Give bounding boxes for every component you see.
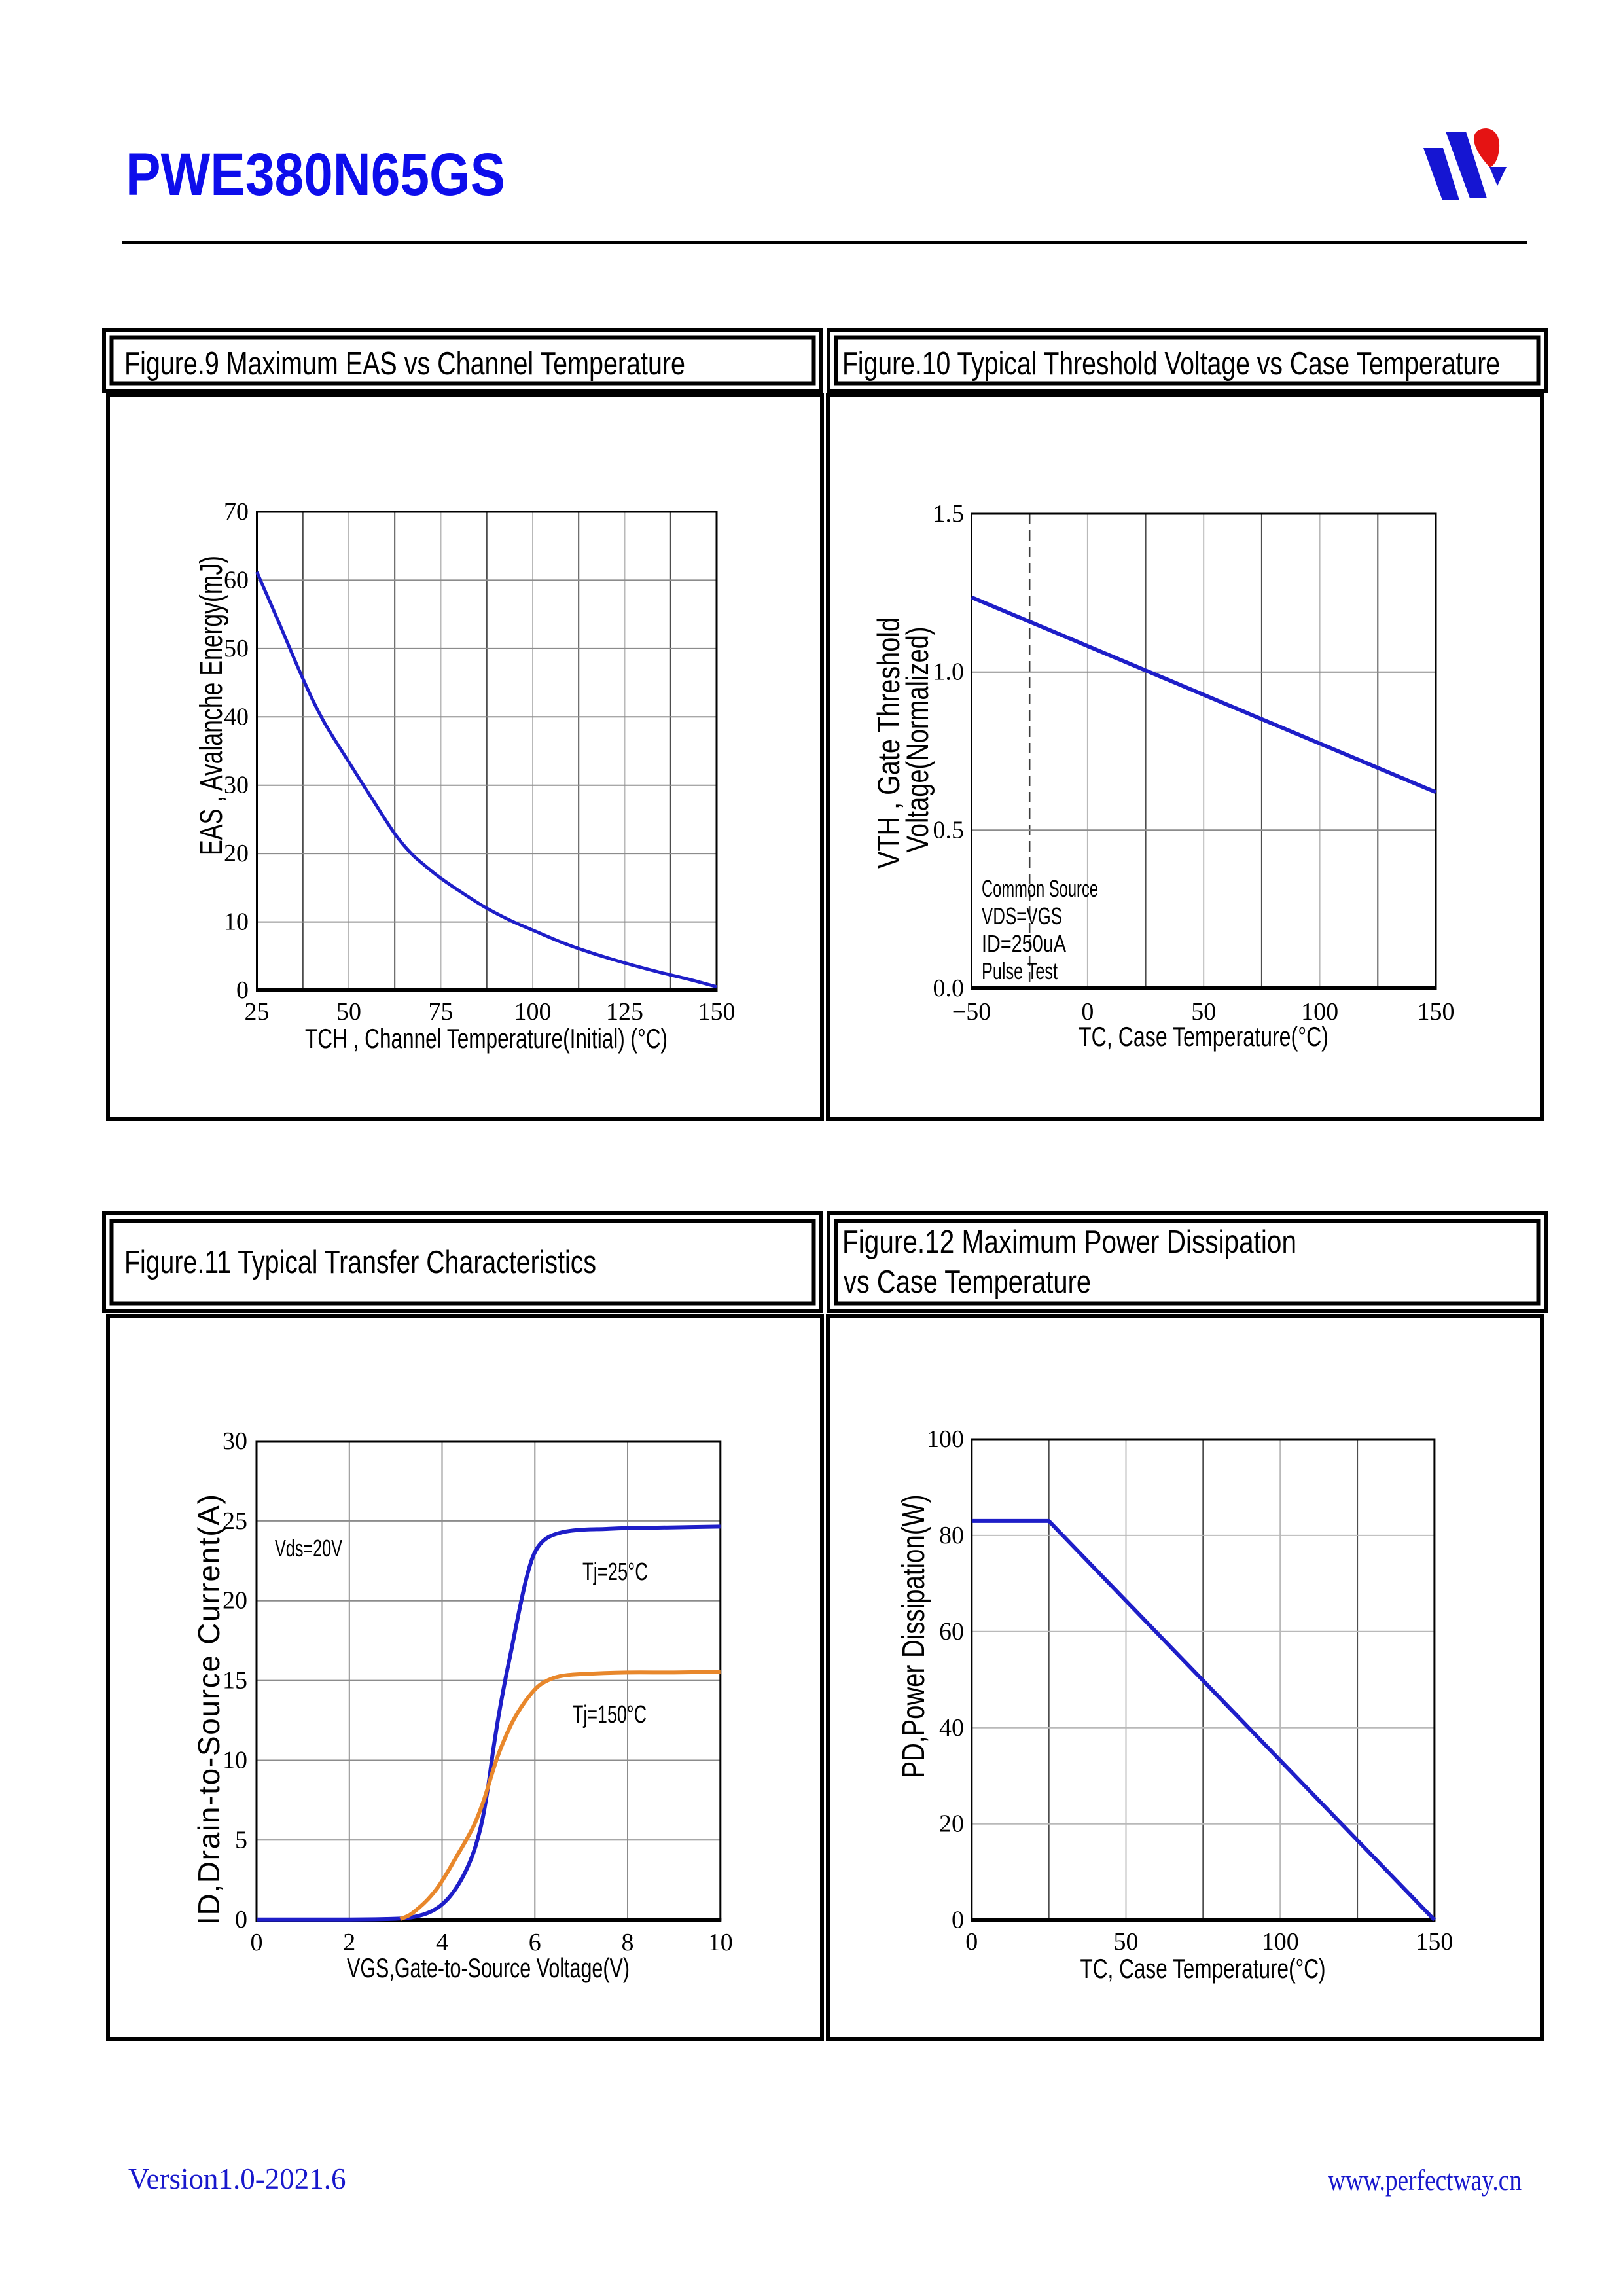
svg-text:Version1.0-2021.6: Version1.0-2021.6: [128, 2162, 346, 2195]
svg-text:TC, Case Temperature(°C): TC, Case Temperature(°C): [1079, 1021, 1329, 1052]
svg-text:EAS , Avalanche Energy(mJ): EAS , Avalanche Energy(mJ): [194, 556, 229, 855]
svg-text:1.0: 1.0: [933, 658, 965, 686]
svg-text:Vds=20V: Vds=20V: [275, 1535, 342, 1562]
svg-text:100: 100: [927, 1426, 964, 1453]
svg-text:0: 0: [235, 1906, 247, 1933]
svg-text:100: 100: [1262, 1928, 1299, 1956]
svg-text:0: 0: [952, 1907, 964, 1934]
svg-text:60: 60: [224, 566, 249, 594]
svg-text:ID,Drain-to-Source Current(A): ID,Drain-to-Source Current(A): [192, 1494, 226, 1925]
svg-text:0.0: 0.0: [933, 975, 965, 1002]
svg-text:Tj=25°C: Tj=25°C: [582, 1558, 648, 1586]
svg-text:15: 15: [223, 1667, 247, 1695]
svg-text:6: 6: [529, 1929, 541, 1956]
svg-text:Voltage(Normalized): Voltage(Normalized): [900, 627, 935, 853]
svg-text:70: 70: [224, 498, 249, 526]
svg-text:25: 25: [245, 998, 270, 1026]
svg-text:Pulse Test: Pulse Test: [982, 958, 1058, 984]
svg-text:20: 20: [224, 840, 249, 867]
svg-text:50: 50: [1114, 1928, 1139, 1956]
svg-text:40: 40: [224, 703, 249, 730]
svg-text:0: 0: [236, 977, 249, 1004]
svg-text:50: 50: [1191, 998, 1216, 1026]
svg-text:5: 5: [235, 1826, 247, 1854]
svg-text:60: 60: [939, 1618, 964, 1645]
svg-text:0: 0: [251, 1929, 263, 1956]
svg-text:PD,Power Dissipation(W): PD,Power Dissipation(W): [897, 1495, 931, 1778]
svg-text:VDS=VGS: VDS=VGS: [982, 903, 1062, 929]
svg-text:80: 80: [939, 1522, 964, 1549]
svg-text:Common Source: Common Source: [982, 875, 1098, 902]
svg-text:www.perfectway.cn: www.perfectway.cn: [1328, 2164, 1522, 2197]
svg-text:TC, Case Temperature(°C): TC, Case Temperature(°C): [1080, 1953, 1326, 1984]
svg-text:25: 25: [223, 1507, 247, 1535]
svg-text:150: 150: [1416, 1928, 1453, 1956]
svg-text:8: 8: [622, 1929, 634, 1956]
svg-text:Figure.9 Maximum EAS vs Channe: Figure.9 Maximum EAS vs Channel Temperat…: [124, 346, 685, 382]
svg-text:vs Case Temperature: vs Case Temperature: [844, 1265, 1091, 1300]
svg-text:150: 150: [1418, 998, 1455, 1026]
svg-text:VGS,Gate-to-Source Voltage(V): VGS,Gate-to-Source Voltage(V): [347, 1952, 630, 1983]
svg-text:Figure.11 Typical Transfer Cha: Figure.11 Typical Transfer Characteristi…: [124, 1245, 596, 1280]
svg-text:75: 75: [429, 998, 454, 1026]
svg-text:10: 10: [224, 908, 249, 936]
svg-text:Figure.12 Maximum Power Dissip: Figure.12 Maximum Power Dissipation: [842, 1225, 1296, 1260]
svg-text:100: 100: [1301, 998, 1338, 1026]
svg-text:50: 50: [224, 635, 249, 662]
svg-text:−50: −50: [952, 998, 991, 1026]
svg-text:Tj=150°C: Tj=150°C: [573, 1701, 647, 1729]
svg-text:VTH , Gate Threshold: VTH , Gate Threshold: [871, 617, 906, 869]
svg-text:2: 2: [343, 1929, 355, 1956]
svg-text:PWE380N65GS: PWE380N65GS: [126, 141, 505, 208]
svg-text:20: 20: [223, 1587, 247, 1615]
svg-text:10: 10: [708, 1929, 733, 1956]
svg-text:10: 10: [223, 1747, 247, 1774]
svg-text:30: 30: [223, 1427, 247, 1455]
svg-text:4: 4: [436, 1929, 448, 1956]
svg-text:Figure.10 Typical Threshold Vo: Figure.10 Typical Threshold Voltage vs C…: [842, 346, 1500, 382]
svg-text:100: 100: [514, 998, 552, 1026]
svg-text:125: 125: [606, 998, 643, 1026]
svg-text:0.5: 0.5: [933, 816, 965, 844]
svg-text:1.5: 1.5: [933, 500, 965, 528]
svg-text:40: 40: [939, 1714, 964, 1742]
svg-text:50: 50: [336, 998, 361, 1026]
svg-text:ID=250uA: ID=250uA: [982, 930, 1066, 957]
svg-text:0: 0: [1081, 998, 1094, 1026]
svg-text:20: 20: [939, 1810, 964, 1838]
svg-text:30: 30: [224, 772, 249, 799]
svg-text:TCH , Channel Temperature(Init: TCH , Channel Temperature(Initial) (°C): [305, 1023, 668, 1054]
svg-text:150: 150: [698, 998, 736, 1026]
svg-text:0: 0: [965, 1928, 978, 1956]
